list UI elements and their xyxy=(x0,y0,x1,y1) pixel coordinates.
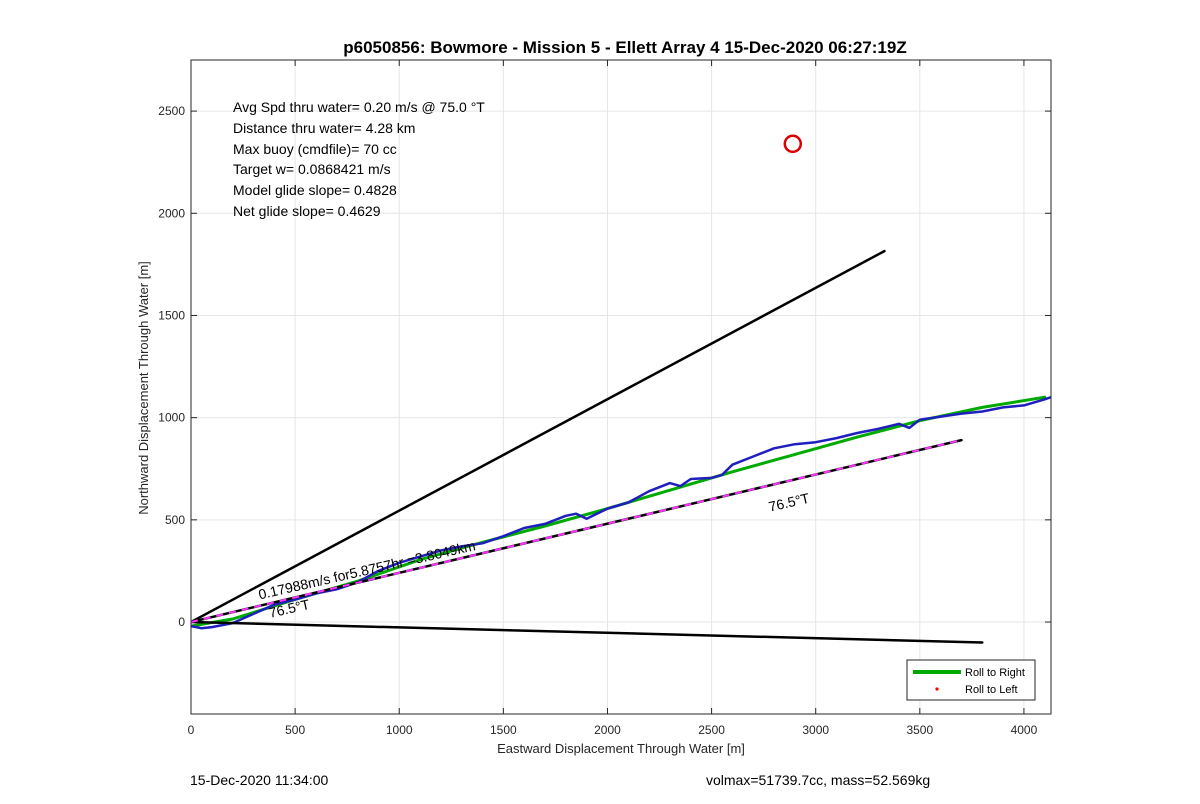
plot-frame xyxy=(190,59,1052,715)
legend-box xyxy=(906,659,1036,701)
x-tick-label: 500 xyxy=(285,723,305,737)
axis-ticks: 0 500 1000 1500 2000 2500 3000 3500 4000 0 500 1000… xyxy=(158,60,1051,737)
info-line-max-buoy: Max buoy (cmdfile)= 70 cc xyxy=(233,141,397,157)
target-waypoint-marker xyxy=(783,134,803,154)
info-line-avg-speed: Avg Spd thru water= 0.20 m/s @ 75.0 °T xyxy=(233,99,485,115)
info-text-block: Avg Spd thru water= 0.20 m/s @ 75.0 °T D… xyxy=(233,99,485,219)
legend-label-roll-to-left: Roll to Left xyxy=(965,684,1018,696)
footer-volmax-mass: volmax=51739.7cc, mass=52.569kg xyxy=(706,772,931,788)
x-tick-label: 0 xyxy=(188,723,195,737)
info-line-target-w: Target w= 0.0868421 m/s xyxy=(233,161,391,177)
legend: Roll to Right Roll to Left xyxy=(906,659,1036,701)
x-axis-label: Eastward Displacement Through Water [m] xyxy=(497,741,745,756)
series-layer xyxy=(191,134,1051,644)
y-tick-label: 0 xyxy=(178,615,185,629)
chart-title: p6050856: Bowmore - Mission 5 - Ellett A… xyxy=(343,38,906,57)
x-tick-label: 1500 xyxy=(490,723,517,737)
y-tick-label: 1000 xyxy=(158,411,185,425)
legend-swatch-roll-to-left xyxy=(935,687,939,691)
x-tick-label: 2000 xyxy=(594,723,621,737)
y-tick-label: 2000 xyxy=(158,206,185,220)
x-tick-label: 3000 xyxy=(802,723,829,737)
series-clip-group xyxy=(191,134,1051,644)
info-line-distance: Distance thru water= 4.28 km xyxy=(233,120,415,136)
y-axis-label: Northward Displacement Through Water [m] xyxy=(136,261,151,515)
legend-label-roll-to-right: Roll to Right xyxy=(965,667,1025,679)
heading-dashed-line xyxy=(191,439,962,623)
info-line-model-glide: Model glide slope= 0.4828 xyxy=(233,182,397,198)
x-tick-label: 4000 xyxy=(1011,723,1038,737)
x-tick-label: 1000 xyxy=(386,723,413,737)
y-tick-label: 500 xyxy=(165,513,185,527)
x-tick-label: 3500 xyxy=(906,723,933,737)
y-tick-label: 2500 xyxy=(158,104,185,118)
reference-black-line-3 xyxy=(191,249,886,624)
y-tick-label: 1500 xyxy=(158,308,185,322)
chart-figure: 0 500 1000 1500 2000 2500 3000 3500 4000 0 500 1000… xyxy=(136,38,1052,756)
info-line-net-glide: Net glide slope= 0.4629 xyxy=(233,203,381,219)
x-tick-label: 2500 xyxy=(698,723,725,737)
reference-black-line-4 xyxy=(191,620,984,644)
footer-timestamp: 15-Dec-2020 11:34:00 xyxy=(190,772,329,788)
plot-area xyxy=(191,60,1051,714)
